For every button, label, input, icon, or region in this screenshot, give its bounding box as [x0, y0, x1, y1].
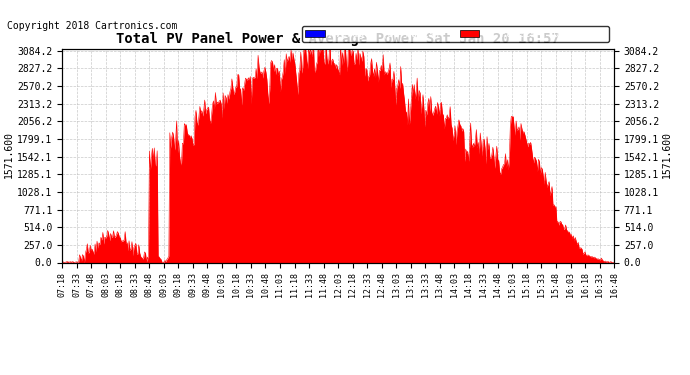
- Text: 1571.600: 1571.600: [4, 131, 14, 178]
- Text: 1571.600: 1571.600: [662, 131, 672, 178]
- Title: Total PV Panel Power & Average Power Sat Jan 20 16:57: Total PV Panel Power & Average Power Sat…: [116, 32, 560, 46]
- Legend: Average  (DC Watts), PV Panels  (DC Watts): Average (DC Watts), PV Panels (DC Watts): [302, 26, 609, 42]
- Text: Copyright 2018 Cartronics.com: Copyright 2018 Cartronics.com: [7, 21, 177, 31]
